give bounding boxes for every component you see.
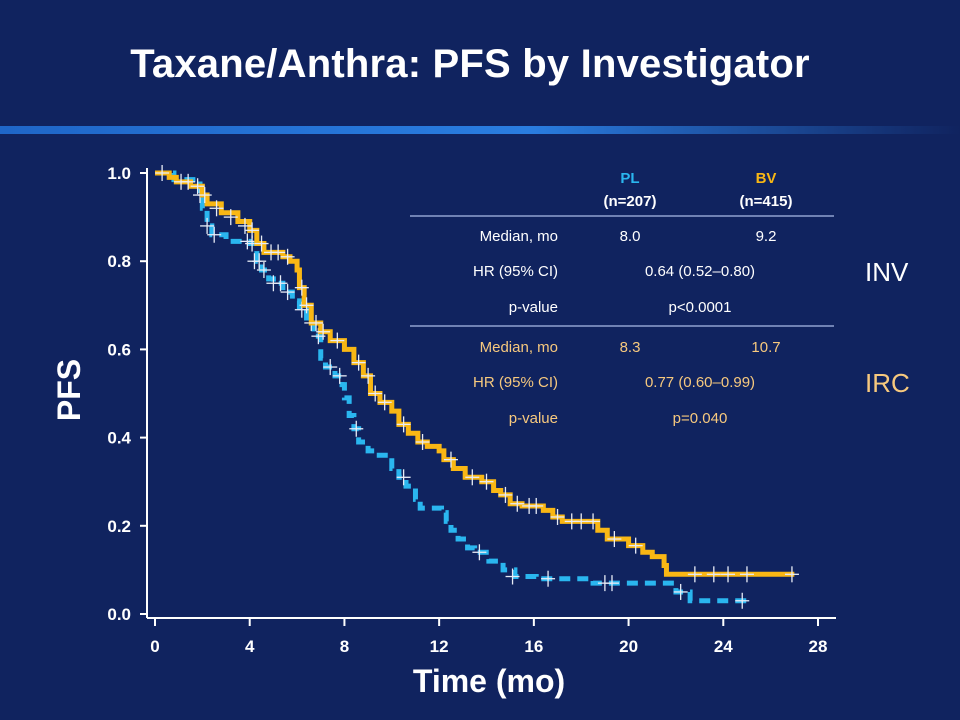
y-tick-label: 1.0 xyxy=(107,164,131,183)
x-ticks: 0 4 8 12 16 20 24 28 xyxy=(150,618,827,656)
irc-p-label: p-value xyxy=(509,410,558,427)
inv-p-value: p<0.0001 xyxy=(669,299,732,316)
censor-mark-pl xyxy=(252,253,267,270)
censor-mark-bv xyxy=(254,235,269,252)
x-tick-label: 20 xyxy=(619,637,638,656)
censor-mark-bv xyxy=(316,323,331,340)
censor-mark-bv xyxy=(271,244,286,261)
censor-mark-pl xyxy=(200,217,215,234)
y-tick-label: 0.8 xyxy=(107,252,131,271)
stats-table: PL (n=207) BV (n=415) Median, mo 8.0 9.2… xyxy=(410,170,834,427)
x-tick-label: 16 xyxy=(524,637,543,656)
censor-mark-bv xyxy=(687,566,702,583)
x-tick-label: 8 xyxy=(340,637,349,656)
inv-median-pl: 8.0 xyxy=(620,228,641,245)
irc-median-bv: 10.7 xyxy=(751,339,780,356)
pl-header-n: (n=207) xyxy=(604,193,657,210)
censor-mark-bv xyxy=(628,537,643,554)
inv-side-label: INV xyxy=(865,257,909,287)
y-tick-label: 0.2 xyxy=(107,517,131,536)
y-ticks: 0.0 0.2 0.4 0.6 0.8 1.0 xyxy=(107,164,147,624)
censor-mark-pl xyxy=(396,469,411,486)
censor-mark-bv xyxy=(245,222,260,239)
y-tick-label: 0.4 xyxy=(107,429,131,448)
censor-mark-bv xyxy=(550,508,565,525)
irc-p-value: p=0.040 xyxy=(673,410,728,427)
bv-header-name: BV xyxy=(756,170,777,187)
censor-mark-bv xyxy=(368,385,383,402)
irc-median-label: Median, mo xyxy=(480,339,558,356)
censor-mark-bv xyxy=(415,434,430,451)
censor-mark-pl xyxy=(323,359,338,376)
censor-mark-bv xyxy=(465,469,480,486)
censor-mark-bv xyxy=(155,165,170,181)
censor-mark-bv xyxy=(479,473,494,490)
censor-mark-bv xyxy=(498,486,513,503)
censor-mark-pl xyxy=(280,284,295,301)
censor-mark-pl xyxy=(541,570,556,587)
x-tick-label: 12 xyxy=(430,637,449,656)
censor-mark-pl xyxy=(207,226,222,243)
censor-mark-pl xyxy=(332,367,347,384)
censor-mark-bv xyxy=(280,248,295,265)
bv-header-n: (n=415) xyxy=(740,193,793,210)
x-tick-label: 28 xyxy=(809,637,828,656)
slide-title: Taxane/Anthra: PFS by Investigator xyxy=(130,42,810,86)
inv-median-label: Median, mo xyxy=(480,228,558,245)
x-axis-title: Time (mo) xyxy=(413,663,565,699)
censor-mark-bv xyxy=(529,497,544,514)
censor-mark-pl xyxy=(505,568,520,585)
censor-mark-bv xyxy=(209,200,224,217)
censor-mark-pl xyxy=(604,575,619,592)
inv-median-bv: 9.2 xyxy=(756,228,777,245)
y-tick-label: 0.0 xyxy=(107,605,131,624)
y-axis-title: PFS xyxy=(51,359,87,421)
irc-side-label: IRC xyxy=(865,368,910,398)
x-tick-label: 24 xyxy=(714,637,733,656)
censor-mark-pl xyxy=(273,275,288,292)
censor-mark-bv xyxy=(443,451,458,468)
inv-p-label: p-value xyxy=(509,299,558,316)
x-tick-label: 0 xyxy=(150,637,159,656)
censor-mark-bv xyxy=(586,513,601,530)
irc-hr-label: HR (95% CI) xyxy=(473,374,558,391)
censor-mark-bv xyxy=(294,279,309,296)
censor-mark-bv xyxy=(361,367,376,384)
censor-mark-bv xyxy=(223,209,238,226)
y-tick-label: 0.6 xyxy=(107,340,131,359)
censor-mark-bv xyxy=(510,495,525,512)
censor-mark-bv xyxy=(309,314,324,331)
censor-mark-bv xyxy=(190,178,205,195)
censor-mark-bv xyxy=(784,566,799,583)
censor-mark-bv xyxy=(377,394,392,411)
pl-header-name: PL xyxy=(620,170,639,187)
censor-mark-pl xyxy=(673,583,688,600)
censor-mark-bv xyxy=(706,566,721,583)
censor-mark-bv xyxy=(330,332,345,349)
censor-mark-bv xyxy=(739,566,754,583)
irc-median-pl: 8.3 xyxy=(620,339,641,356)
censor-mark-bv xyxy=(181,173,196,190)
irc-hr-value: 0.77 (0.60–0.99) xyxy=(645,374,755,391)
censor-mark-pl xyxy=(256,262,271,279)
inv-hr-value: 0.64 (0.52–0.80) xyxy=(645,263,755,280)
censor-mark-bv xyxy=(351,354,366,371)
censor-mark-pl xyxy=(472,544,487,561)
censor-mark-bv xyxy=(197,187,212,204)
censor-mark-pl xyxy=(349,420,364,437)
censor-mark-pl xyxy=(735,592,750,609)
series-layer xyxy=(155,165,799,609)
x-tick-label: 4 xyxy=(245,637,255,656)
censor-mark-bv xyxy=(237,217,252,234)
censor-mark-bv xyxy=(607,531,622,548)
inv-hr-label: HR (95% CI) xyxy=(473,263,558,280)
censor-mark-bv xyxy=(396,416,411,433)
censor-mark-bv xyxy=(721,566,736,583)
title-underline xyxy=(0,126,960,134)
censor-mark-bv xyxy=(299,297,314,314)
axes: 0.0 0.2 0.4 0.6 0.8 1.0 0 4 8 12 16 20 24 28 xyxy=(107,164,836,656)
censor-mark-bv xyxy=(574,513,589,530)
